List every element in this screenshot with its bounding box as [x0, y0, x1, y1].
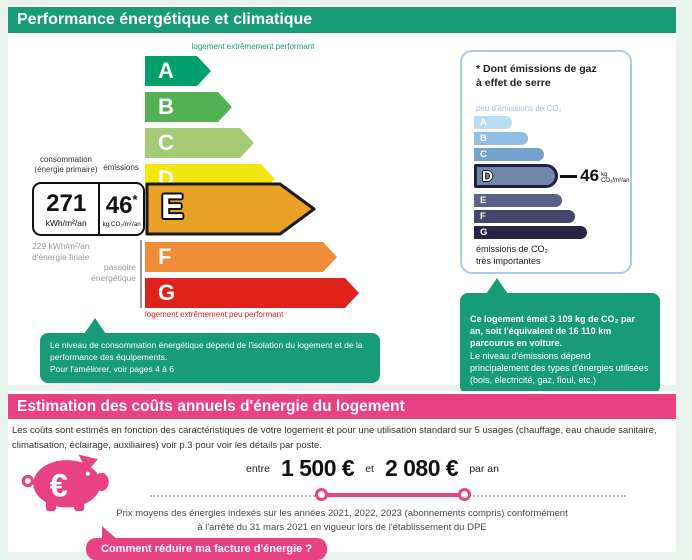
between-label: entre [246, 462, 270, 475]
callout-pointer-triangle [84, 318, 106, 334]
emissions-cell: 46* kg CO₂/m²/an [98, 184, 143, 234]
energy-class-letter: F [158, 244, 172, 269]
per-year-label: par an [469, 462, 499, 475]
footnote-line1: Prix moyens des énergies indexés sur les… [116, 508, 568, 519]
climate-value-unit: kg CO₂/m²/an [601, 172, 630, 184]
emissions-value: 46* [106, 193, 138, 218]
emissions-callout-text: Le niveau d'émissions dépend principalem… [470, 350, 649, 385]
reduce-bill-cta: Comment réduire ma facture d'énergie ? [86, 538, 328, 560]
cost-min-value: 1 500 € [280, 455, 355, 481]
costs-description: Les coûts sont estimés en fonction des c… [12, 425, 657, 451]
climate-value-pointer: 46 kg CO₂/m²/an [560, 164, 632, 188]
ghg-emissions-panel: * Dont émissions de gaz à effet de serre… [460, 50, 632, 274]
energy-sieve-label: passoire énergétique [91, 262, 136, 284]
energy-class-letter: G [158, 280, 176, 305]
cta-pointer-triangle [102, 526, 118, 540]
climate-class-letter: G [480, 227, 488, 238]
cost-max-value: 2 080 € [384, 455, 459, 481]
cost-max-marker [458, 488, 471, 501]
performance-section-title: Performance énergétique et climatique [8, 7, 676, 33]
current-class-arrow-shape [145, 182, 316, 236]
current-climate-class-letter: D [482, 167, 493, 185]
energy-class-letter: A [158, 58, 174, 83]
climate-bar-g: G [474, 226, 587, 239]
consumption-unit: kWh/m²/an [45, 218, 87, 228]
worst-performance-label: logement extrêmement peu performant [145, 310, 284, 319]
climate-bar-c: C [474, 148, 544, 161]
best-performance-label: logement extrêmement performant [191, 42, 315, 51]
svg-text:€: € [50, 466, 68, 503]
sieve-divider-line [140, 240, 142, 308]
emissions-unit: kg CO₂/m²/an [102, 220, 141, 228]
consumption-column-label: consommation (énergie primaire) [34, 155, 98, 174]
annual-cost-estimate: entre 1 500 € et 2 080 € par an [246, 455, 499, 482]
climate-bar-e: E [474, 194, 562, 207]
emissions-callout: Ce logement émet 3 109 kg de CO₂ par an,… [460, 293, 660, 394]
consumption-callout: Le niveau de consommation énergétique dé… [40, 333, 380, 383]
consumption-cell: 271 kWh/m²/an [34, 184, 98, 234]
emissions-callout-bold: Ce logement émet 3 109 kg de CO₂ par an,… [470, 314, 636, 349]
final-energy-label: 229 kWh/m²/an d'énergie finale [32, 241, 90, 263]
piggy-bank-icon: € [21, 454, 109, 511]
current-energy-class-letter: E [161, 188, 184, 226]
low-emissions-label: peu d'émissions de CO₂ [476, 104, 562, 113]
climate-class-letter: A [480, 117, 487, 128]
consumption-value: 271 [46, 190, 87, 217]
callout-pointer-triangle [486, 278, 508, 294]
pointer-line [560, 174, 578, 178]
energy-arrow-c: C [145, 128, 254, 158]
energy-class-letter: B [158, 94, 174, 119]
emissions-column-label: émissions [103, 163, 139, 172]
ghg-panel-title: * Dont émissions de gaz à effet de serre [476, 63, 597, 90]
climate-value: 46 [580, 166, 600, 185]
climate-class-letter: B [480, 133, 487, 144]
energy-arrow-b: B [145, 92, 232, 122]
performance-section: Performance énergétique et climatique lo… [8, 5, 676, 394]
climate-bar-b: B [474, 132, 528, 145]
costs-section: Estimation des coûts annuels d'énergie d… [8, 391, 676, 552]
price-index-footnote: Prix moyens des énergies indexés sur les… [8, 507, 676, 535]
energy-class-letter: C [158, 130, 174, 155]
climate-class-letter: E [480, 195, 487, 206]
high-emissions-label: émissions de CO₂ très importantes [476, 244, 549, 266]
cost-range-segment [322, 493, 465, 497]
emissions-number: 46 [105, 191, 133, 219]
costs-section-title: Estimation des coûts annuels d'énergie d… [8, 394, 676, 419]
and-label: et [365, 462, 374, 475]
consumption-value-box: 271 kWh/m²/an 46* kg CO₂/m²/an [32, 182, 145, 236]
climate-bar-d-current: D [474, 164, 558, 188]
energy-arrow-f: F [145, 242, 337, 272]
energy-arrow-e-current: E [145, 182, 317, 236]
emissions-asterisk: * [132, 191, 138, 207]
footnote-line2: à l'arrêté du 31 mars 2021 en vigueur lo… [197, 521, 487, 533]
climate-bar-f: F [474, 210, 575, 223]
energy-arrow-a: A [145, 56, 211, 86]
climate-class-letter: C [480, 149, 487, 160]
climate-bar-a: A [474, 116, 512, 129]
energy-arrow-g: G [145, 278, 359, 308]
climate-class-letter: F [480, 211, 486, 222]
cost-min-marker [315, 488, 328, 501]
